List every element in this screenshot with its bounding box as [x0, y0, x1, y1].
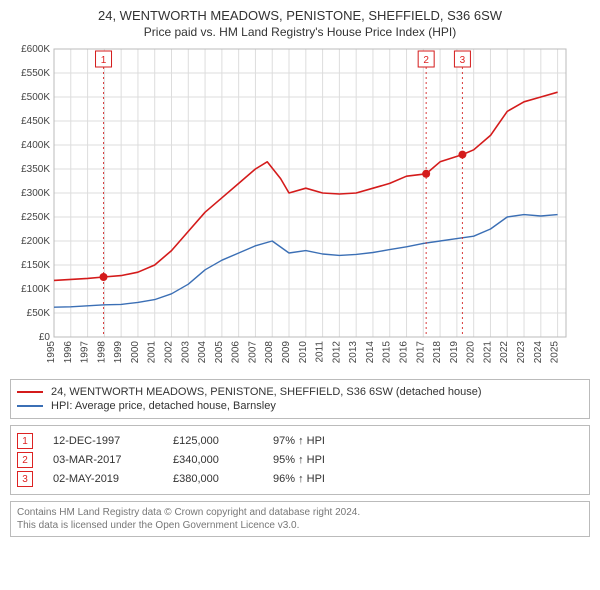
event-row: 3 02-MAY-2019 £380,000 96% ↑ HPI [17, 471, 583, 487]
svg-text:2022: 2022 [499, 341, 510, 364]
legend-swatch [17, 391, 43, 393]
svg-text:2: 2 [423, 55, 429, 66]
price-chart: £0£50K£100K£150K£200K£250K£300K£350K£400… [10, 43, 570, 373]
event-marker: 2 [17, 452, 33, 468]
svg-text:£550K: £550K [21, 68, 50, 79]
svg-text:2000: 2000 [130, 341, 141, 364]
title-address: 24, WENTWORTH MEADOWS, PENISTONE, SHEFFI… [10, 8, 590, 23]
event-date: 12-DEC-1997 [53, 435, 153, 447]
svg-text:2023: 2023 [516, 341, 527, 364]
svg-text:£350K: £350K [21, 164, 50, 175]
event-pct: 97% ↑ HPI [273, 435, 583, 447]
svg-text:£150K: £150K [21, 260, 50, 271]
event-price: £340,000 [173, 454, 253, 466]
svg-text:1999: 1999 [113, 341, 124, 364]
svg-text:£50K: £50K [27, 308, 51, 319]
title-subtitle: Price paid vs. HM Land Registry's House … [10, 25, 590, 39]
svg-text:2004: 2004 [197, 341, 208, 364]
svg-text:2016: 2016 [399, 341, 410, 364]
event-price: £380,000 [173, 473, 253, 485]
event-marker: 1 [17, 433, 33, 449]
svg-text:2001: 2001 [147, 341, 158, 364]
legend-label: 24, WENTWORTH MEADOWS, PENISTONE, SHEFFI… [51, 386, 482, 398]
svg-text:£300K: £300K [21, 188, 50, 199]
event-pct: 96% ↑ HPI [273, 473, 583, 485]
svg-text:2021: 2021 [482, 341, 493, 364]
svg-text:£200K: £200K [21, 236, 50, 247]
svg-text:2005: 2005 [214, 341, 225, 364]
svg-text:£100K: £100K [21, 284, 50, 295]
svg-text:2018: 2018 [432, 341, 443, 364]
legend-label: HPI: Average price, detached house, Barn… [51, 400, 276, 412]
event-date: 02-MAY-2019 [53, 473, 153, 485]
svg-text:1995: 1995 [46, 341, 57, 364]
chart-titles: 24, WENTWORTH MEADOWS, PENISTONE, SHEFFI… [10, 8, 590, 39]
svg-text:£500K: £500K [21, 92, 50, 103]
svg-text:2012: 2012 [331, 341, 342, 364]
svg-text:1: 1 [101, 55, 107, 66]
svg-text:2006: 2006 [231, 341, 242, 364]
svg-text:3: 3 [460, 55, 466, 66]
svg-text:2007: 2007 [247, 341, 258, 364]
svg-text:1998: 1998 [96, 341, 107, 364]
svg-text:2011: 2011 [315, 341, 326, 363]
chart-container: 24, WENTWORTH MEADOWS, PENISTONE, SHEFFI… [0, 0, 600, 543]
svg-text:2003: 2003 [180, 341, 191, 364]
event-pct: 95% ↑ HPI [273, 454, 583, 466]
svg-text:2010: 2010 [298, 341, 309, 364]
svg-text:2013: 2013 [348, 341, 359, 364]
event-row: 1 12-DEC-1997 £125,000 97% ↑ HPI [17, 433, 583, 449]
svg-text:1997: 1997 [80, 341, 91, 364]
event-price: £125,000 [173, 435, 253, 447]
svg-text:£250K: £250K [21, 212, 50, 223]
footer-line1: Contains HM Land Registry data © Crown c… [17, 506, 583, 519]
event-row: 2 03-MAR-2017 £340,000 95% ↑ HPI [17, 452, 583, 468]
event-date: 03-MAR-2017 [53, 454, 153, 466]
events-table: 1 12-DEC-1997 £125,000 97% ↑ HPI 2 03-MAR-201… [10, 425, 590, 495]
svg-text:2025: 2025 [550, 341, 561, 364]
svg-text:2019: 2019 [449, 341, 460, 364]
footer-line2: This data is licensed under the Open Gov… [17, 519, 583, 532]
attribution-footer: Contains HM Land Registry data © Crown c… [10, 501, 590, 537]
svg-text:£600K: £600K [21, 44, 50, 55]
svg-text:2017: 2017 [415, 341, 426, 364]
svg-text:2024: 2024 [533, 341, 544, 364]
legend-item: 24, WENTWORTH MEADOWS, PENISTONE, SHEFFI… [17, 386, 583, 398]
svg-text:2014: 2014 [365, 341, 376, 364]
svg-text:2009: 2009 [281, 341, 292, 364]
svg-text:2002: 2002 [164, 341, 175, 364]
svg-text:2008: 2008 [264, 341, 275, 364]
svg-text:2015: 2015 [382, 341, 393, 364]
chart-area: £0£50K£100K£150K£200K£250K£300K£350K£400… [10, 43, 590, 373]
legend: 24, WENTWORTH MEADOWS, PENISTONE, SHEFFI… [10, 379, 590, 419]
event-marker: 3 [17, 471, 33, 487]
svg-text:£450K: £450K [21, 116, 50, 127]
svg-text:2020: 2020 [466, 341, 477, 364]
svg-text:1996: 1996 [63, 341, 74, 364]
legend-item: HPI: Average price, detached house, Barn… [17, 400, 583, 412]
svg-text:£400K: £400K [21, 140, 50, 151]
legend-swatch [17, 405, 43, 407]
